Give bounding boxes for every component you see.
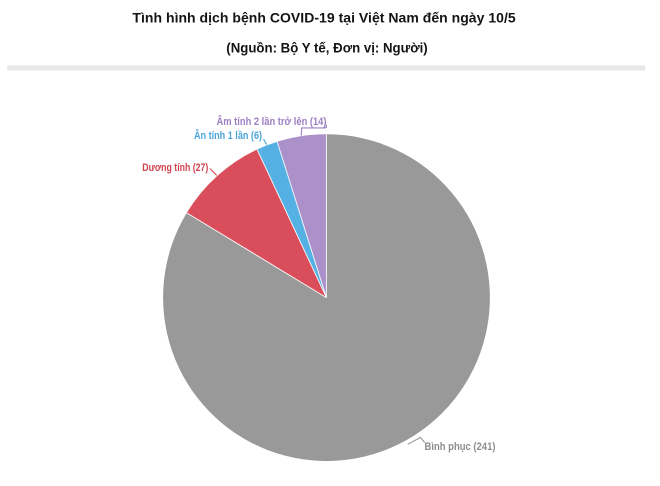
svg-text:Âm tính 2 lần trở lên (14): Âm tính 2 lần trở lên (14) [217, 115, 327, 128]
svg-text:Ân tính 1 lần (6): Ân tính 1 lần (6) [194, 129, 262, 142]
svg-text:Dương tính (27): Dương tính (27) [142, 162, 208, 174]
svg-text:Bình phục (241): Bình phục (241) [425, 441, 496, 453]
svg-text:(Nguồn: Bộ Y tế, Đơn vị: Người: (Nguồn: Bộ Y tế, Đơn vị: Người) [226, 39, 427, 55]
svg-text:Tình hình dịch bệnh COVID-19 t: Tình hình dịch bệnh COVID-19 tại Việt Na… [132, 10, 516, 26]
